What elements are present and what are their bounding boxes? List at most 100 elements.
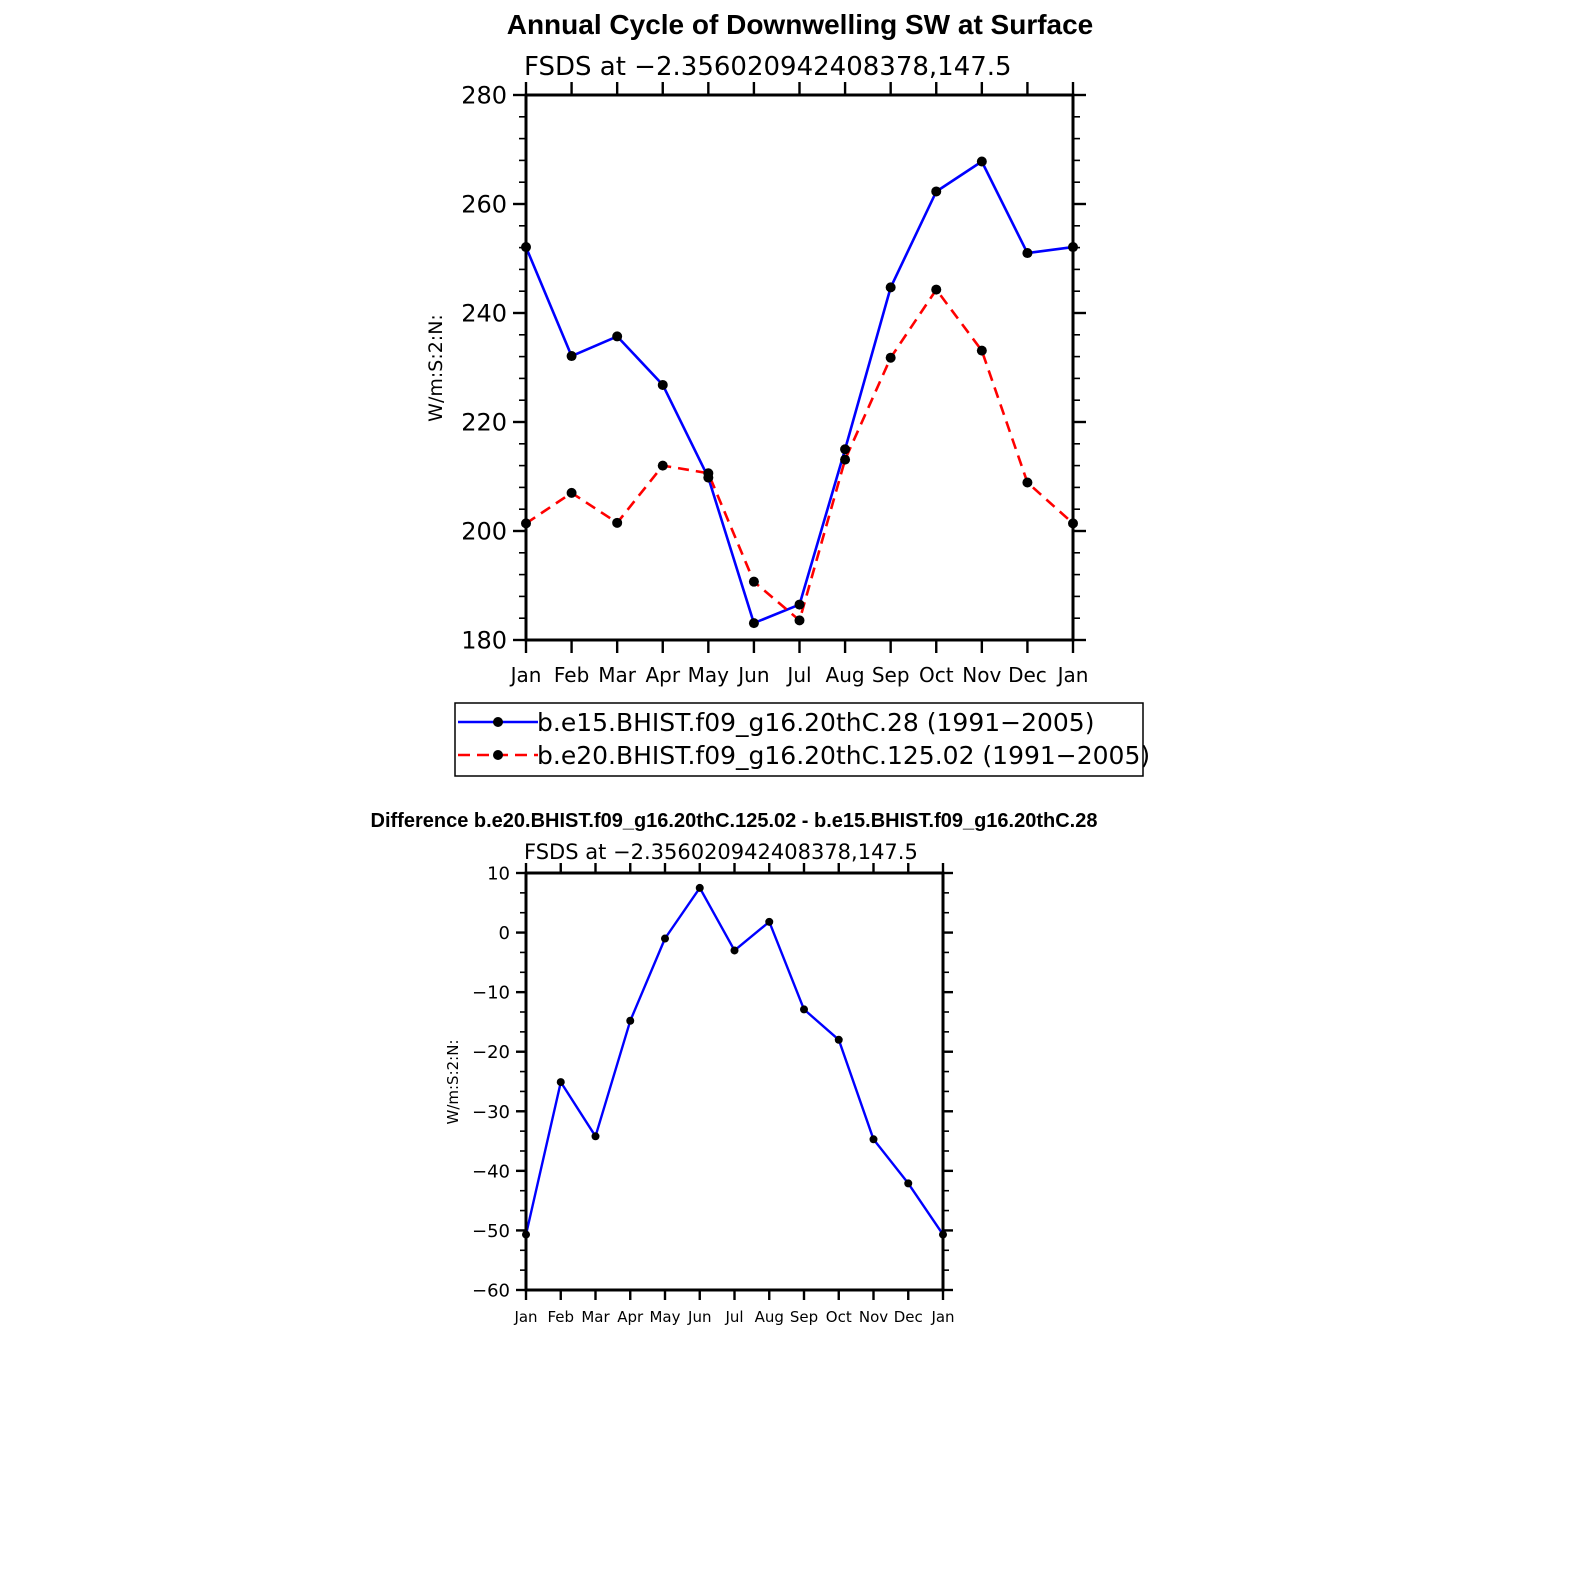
x-tick-label: Jun (736, 663, 769, 687)
x-tick-label: Jul (785, 663, 811, 687)
x-tick-label: Apr (617, 1308, 644, 1326)
x-tick-label: Sep (872, 663, 910, 687)
top-chart-frame (524, 93, 1075, 642)
series-1-point (626, 1016, 635, 1025)
top-chart-xtick-labels: Jan Feb Mar Apr May Jun Jul Aug Sep Oct Nov Dec Jan (509, 663, 1089, 687)
top-chart-series (521, 156, 1078, 629)
x-tick-label: Sep (790, 1308, 818, 1326)
top-chart: Annual Cycle of Downwelling SW at Surfac… (425, 9, 1093, 687)
y-tick-label: 260 (461, 191, 507, 219)
bottom-chart-ylabel: W/m:S:2:N: (444, 1040, 462, 1125)
series-1-point (834, 1035, 843, 1044)
x-tick-label: Nov (859, 1308, 888, 1326)
x-tick-label: May (649, 1308, 680, 1326)
series-1-point (869, 1135, 878, 1144)
bottom-chart-xtick-labels: Jan Feb Mar Apr May Jun Jul Aug Sep Oct Nov Dec Jan (513, 1308, 954, 1326)
y-tick-label: 180 (461, 627, 507, 655)
series-2-point (566, 487, 577, 498)
series-1-point (657, 379, 668, 390)
x-tick-label: Jun (687, 1308, 711, 1326)
x-tick-label: Apr (645, 663, 680, 687)
x-tick-label: Feb (547, 1308, 574, 1326)
legend-entry-1: b.e15.BHIST.f09_g16.20thC.28 (1991−2005) (458, 708, 1094, 737)
series-1-point (1022, 248, 1033, 259)
x-tick-label: Oct (826, 1308, 852, 1326)
series-1-point (904, 1179, 913, 1188)
bottom-chart-series (522, 883, 947, 1239)
x-tick-label: May (688, 663, 730, 687)
series-1-point (661, 934, 669, 943)
legend-label-1: b.e15.BHIST.f09_g16.20thC.28 (1991−2005) (537, 708, 1094, 737)
series-1-point (765, 917, 774, 926)
y-tick-label: 220 (461, 409, 507, 437)
bottom-chart: Difference b.e20.BHIST.f09_g16.20thC.125… (371, 810, 1098, 1326)
series-line-1 (524, 160, 1074, 625)
series-1-point (566, 351, 577, 362)
y-tick-label: −60 (472, 1280, 510, 1301)
x-tick-label: Oct (919, 663, 954, 687)
series-2-point (748, 576, 759, 587)
y-tick-label: −30 (472, 1102, 510, 1123)
y-tick-label: −50 (472, 1221, 510, 1242)
legend-marker-1 (493, 717, 503, 727)
legend-box (454, 702, 1144, 777)
y-tick-label: −10 (472, 983, 510, 1004)
series-1-point (591, 1132, 600, 1141)
series-2-point (703, 468, 714, 479)
series-1-point (695, 883, 704, 892)
series-1-point (931, 186, 942, 197)
x-tick-label: Dec (1008, 663, 1047, 687)
y-tick-label: 10 (487, 863, 510, 884)
x-tick-label: Mar (581, 1308, 610, 1326)
top-chart-ylabel: W/m:S:2:N: (425, 314, 447, 422)
x-tick-label: Jan (509, 663, 542, 687)
bottom-chart-ticks (516, 863, 953, 1300)
top-chart-ytick-labels: 180 200 220 240 260 280 (461, 82, 507, 655)
y-tick-label: −40 (472, 1161, 510, 1182)
x-tick-label: Mar (598, 663, 637, 687)
x-tick-label: Aug (826, 663, 865, 687)
series-2-point (885, 352, 896, 363)
y-tick-label: −20 (472, 1042, 510, 1063)
legend-marker-2 (493, 750, 503, 760)
top-chart-legend: b.e15.BHIST.f09_g16.20thC.28 (1991−2005)… (454, 702, 1150, 777)
bottom-chart-title: Difference b.e20.BHIST.f09_g16.20thC.125… (371, 810, 1098, 832)
y-tick-label: 0 (499, 923, 510, 944)
x-tick-label: Jan (513, 1308, 537, 1326)
top-chart-ticks (513, 82, 1086, 653)
x-tick-label: Jan (1056, 663, 1089, 687)
series-2-point (976, 345, 987, 356)
top-chart-title: Annual Cycle of Downwelling SW at Surfac… (507, 9, 1094, 40)
series-1-point (840, 444, 851, 455)
bottom-chart-subtitle: FSDS at −2.356020942408378,147.5 (524, 840, 918, 864)
bottom-chart-ytick-labels: −60 −50 −40 −30 −20 −10 0 10 (472, 863, 510, 1301)
series-2-point (931, 284, 942, 295)
series-1-point (976, 156, 987, 167)
x-tick-label: Dec (894, 1308, 923, 1326)
series-1-point (556, 1078, 565, 1087)
x-tick-label: Feb (554, 663, 589, 687)
x-tick-label: Jan (930, 1308, 954, 1326)
y-tick-label: 240 (461, 300, 507, 328)
series-line-1 (524, 886, 944, 1236)
series-1-point (885, 282, 896, 293)
series-2-point (840, 454, 851, 465)
legend-entry-2: b.e20.BHIST.f09_g16.20thC.125.02 (1991−2… (458, 741, 1150, 770)
x-tick-label: Nov (962, 663, 1001, 687)
y-tick-label: 280 (461, 82, 507, 110)
bottom-chart-frame (524, 871, 945, 1292)
series-2-point (657, 460, 668, 471)
x-tick-label: Jul (724, 1308, 743, 1326)
x-tick-label: Aug (755, 1308, 784, 1326)
top-chart-subtitle: FSDS at −2.356020942408378,147.5 (524, 52, 1012, 82)
y-tick-label: 200 (461, 518, 507, 546)
series-1-point (748, 618, 759, 629)
series-2-point (794, 615, 805, 626)
series-2-point (1022, 477, 1033, 488)
series-1-point (800, 1005, 808, 1014)
series-1-point (612, 331, 623, 342)
series-1-point (730, 946, 739, 955)
series-2-point (612, 517, 623, 528)
